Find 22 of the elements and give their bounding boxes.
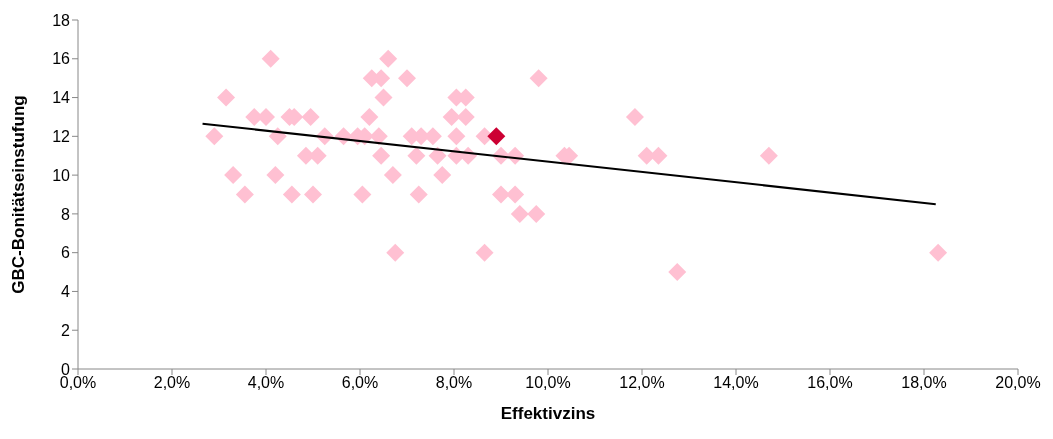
y-tick-label: 2 [61,321,71,339]
x-tick-label: 2,0% [153,374,191,392]
y-tick-label: 4 [61,283,71,301]
x-tick-label: 4,0% [247,374,285,392]
x-tick-label: 16,0% [807,374,853,392]
x-axis-title: Effektivzins [500,404,596,423]
x-tick-label: 12,0% [619,374,665,392]
x-tick-label: 20,0% [995,374,1041,392]
x-tick-label: 14,0% [713,374,759,392]
y-tick-label: 14 [52,89,71,107]
x-tick-label: 18,0% [901,374,947,392]
x-tick-label: 8,0% [435,374,473,392]
y-tick-label: 6 [61,244,71,262]
y-tick-label: 16 [52,50,71,68]
x-tick-label: 10,0% [525,374,571,392]
y-tick-label: 18 [52,11,71,29]
y-tick-label: 8 [61,205,71,223]
x-tick-label: 6,0% [341,374,379,392]
y-tick-label: 10 [52,166,71,184]
x-tick-label: 0,0% [59,374,97,392]
y-axis-title: GBC-Bonitätseinstufung [9,95,29,294]
y-tick-label: 12 [52,128,71,146]
